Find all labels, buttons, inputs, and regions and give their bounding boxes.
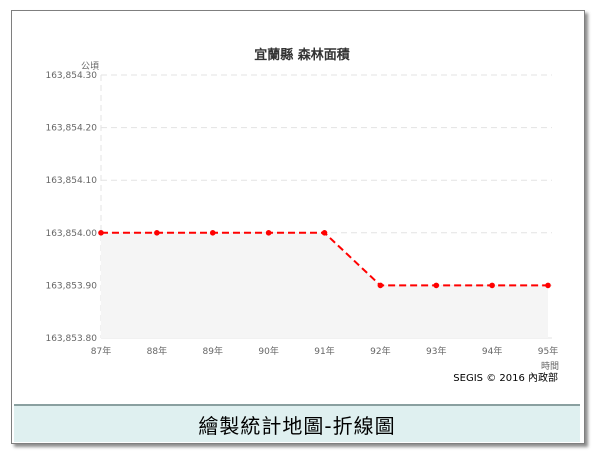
x-tick-label: 93年 [426,345,446,357]
points-layer [98,230,551,289]
x-tick-labels: 87年 88年 89年 90年 91年 92年 93年 94年 95年 [91,345,558,357]
caption-bar: 繪製統計地圖-折線圖 [14,404,580,442]
y-tick-label: 163,853.80 [45,334,97,344]
area-layer [101,232,548,338]
x-tick-label: 88年 [147,345,167,357]
data-point[interactable] [154,230,160,236]
y-tick-label: 163,854.10 [45,176,97,186]
x-tick-label: 92年 [370,345,390,357]
data-point[interactable] [98,230,104,236]
chart-panel: 宜蘭縣 森林面積 公頃 時間 SEGIS © 2016 內政部 163,853.… [14,13,580,401]
line-chart: 宜蘭縣 森林面積 公頃 時間 SEGIS © 2016 內政部 163,853.… [45,47,559,384]
y-tick-label: 163,854.00 [45,229,97,239]
chart-title: 宜蘭縣 森林面積 [254,47,351,63]
data-point[interactable] [545,282,551,289]
y-tick-label: 163,853.90 [45,281,97,291]
y-tick-labels: 163,853.80 163,853.90 163,854.00 163,854.10… [45,71,97,344]
figure-frame: 宜蘭縣 森林面積 公頃 時間 SEGIS © 2016 內政部 163,853.… [11,10,585,444]
x-tick-label: 87年 [91,345,111,357]
data-point[interactable] [209,230,216,236]
data-point[interactable] [433,282,440,289]
y-axis-unit-label: 公頃 [81,61,99,72]
x-tick-label: 90年 [258,345,278,357]
x-tick-label: 91年 [314,345,334,357]
data-point[interactable] [265,230,272,236]
x-tick-label: 89年 [203,345,223,357]
x-tick-label: 94年 [482,345,502,357]
data-point[interactable] [489,282,495,289]
y-tick-label: 163,854.20 [45,124,97,134]
series-area [101,232,548,338]
x-tick-label: 95年 [538,345,558,357]
data-point[interactable] [377,282,384,289]
x-axis-label: 時間 [541,361,559,372]
credit-text: SEGIS © 2016 內政部 [453,371,558,384]
data-point[interactable] [321,230,328,236]
y-tick-label: 163,854.30 [45,71,97,81]
caption-text: 繪製統計地圖-折線圖 [198,413,396,438]
